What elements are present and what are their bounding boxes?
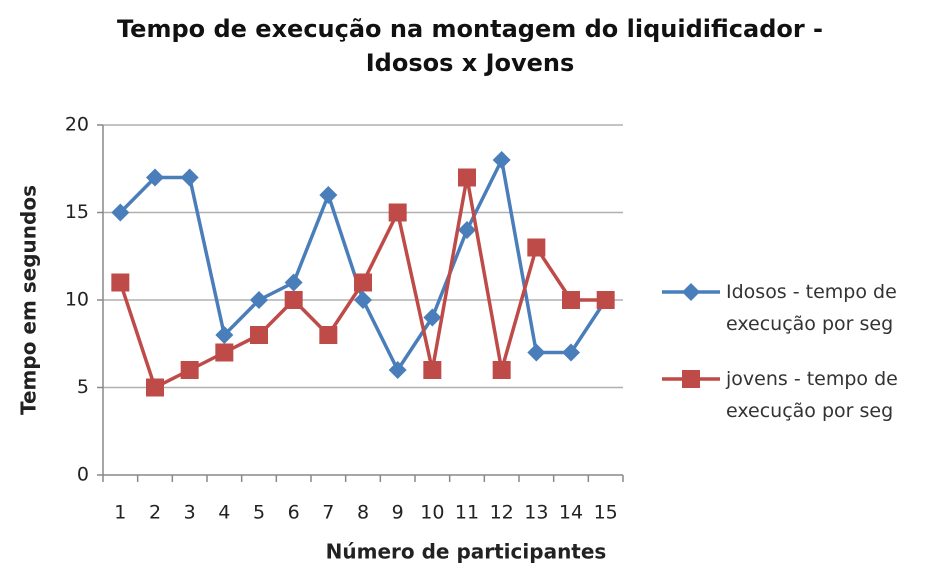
point [215,326,234,344]
legend-marker [682,283,700,301]
point [180,168,199,187]
point [492,151,511,169]
legend-marker [682,370,700,388]
y-tick-label: 15 [65,201,89,223]
y-tick-label: 10 [65,289,89,311]
point [596,291,615,309]
point [111,203,130,222]
point [354,291,372,309]
point [284,273,303,292]
point [111,273,130,292]
y-tick-label: 20 [65,114,89,136]
point [250,326,268,344]
y-tick-label: 5 [77,376,89,398]
point [388,203,407,222]
x-tick-label: 7 [322,502,334,524]
point [527,238,546,257]
x-tick-label: 9 [392,502,404,524]
point [423,308,442,327]
point [319,186,338,204]
x-tick-label: 13 [524,502,548,524]
point [215,343,234,362]
point [388,361,407,379]
x-tick-label: 6 [288,502,300,524]
x-axis-label: Número de participantes [326,540,607,564]
x-tick-label: 15 [594,502,618,524]
x-tick-label: 12 [490,502,514,524]
point [492,361,511,379]
x-tick-label: 1 [114,502,126,524]
point [527,343,546,362]
point [458,221,476,239]
x-tick-label: 2 [149,502,161,524]
x-tick-label: 4 [218,502,230,524]
y-axis-label: Tempo em segundos [17,185,41,415]
x-tick-label: 3 [184,502,196,524]
point [319,326,338,344]
legend-label: Idosos - tempo de execução por seg [726,281,897,335]
point [146,168,164,187]
point [458,168,476,187]
point [180,361,199,379]
point [562,291,580,309]
y-tick-label: 0 [77,464,89,486]
legend-label: jovens - tempo de execução por seg [726,368,898,422]
point [146,378,164,397]
x-tick-label: 14 [559,502,583,524]
point [250,291,268,309]
x-tick-label: 11 [455,502,479,524]
x-tick-label: 8 [357,502,369,524]
point [354,273,372,292]
point [284,291,303,309]
point [423,361,442,379]
x-tick-label: 5 [253,502,265,524]
x-tick-label: 10 [420,502,444,524]
point [562,343,580,362]
chart-title: Tempo de execução na montagem do liquidi… [116,15,824,77]
